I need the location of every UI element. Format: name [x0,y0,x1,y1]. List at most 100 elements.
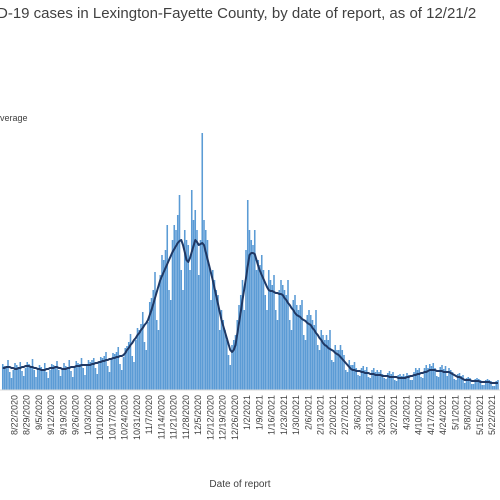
bar [383,378,386,390]
bar [203,220,205,390]
bar [274,310,277,390]
bar [271,285,274,390]
bar [231,345,233,390]
bar [364,370,366,390]
bar [157,330,160,390]
bar [336,350,338,390]
bar [386,373,389,390]
bar [241,280,244,390]
bar [96,374,99,390]
bar [462,375,464,390]
x-tick-label: 4/24/2021 [438,395,448,435]
bar [119,364,121,390]
bar [329,330,331,390]
bar [360,368,363,390]
bar [355,368,358,390]
bar [112,353,114,390]
x-tick-label: 10/17/2020 [107,395,117,440]
bar [234,335,237,390]
bar [479,380,482,390]
bar [456,374,459,390]
bar [183,230,186,390]
bar [358,376,361,390]
bar [309,315,312,390]
bar [320,330,323,390]
bar [134,340,137,390]
bar [159,275,162,390]
bar [189,270,191,390]
bar [47,378,50,390]
bar [71,377,74,390]
bar [451,372,454,390]
bar [341,350,344,390]
bar [315,310,317,390]
bar [173,225,176,390]
x-tick-label: 8/22/2020 [9,395,19,435]
bar [437,377,440,390]
bar [80,358,83,390]
bar [229,365,232,390]
bar [40,367,43,390]
bar [432,363,435,390]
bar [374,372,377,390]
bar [253,230,256,390]
bar [36,369,39,390]
bar [285,295,288,390]
x-tick-label: 3/20/2021 [377,395,387,435]
bar [45,372,48,390]
bar [246,200,249,390]
bar [292,300,295,390]
bar [101,358,104,390]
bar [484,380,487,390]
bar [287,280,289,390]
bar [117,347,120,390]
x-tick-label: 8/29/2020 [22,395,32,435]
bar [210,300,212,390]
x-axis-title: Date of report [209,479,270,490]
x-tick-label: 1/23/2021 [279,395,289,435]
bar [295,305,298,390]
bar [161,255,163,390]
x-tick-label: 1/16/2021 [267,395,277,435]
bar [147,322,149,390]
bar [455,380,457,390]
bar [84,375,86,390]
x-tick-label: 3/6/2021 [352,395,362,430]
bar [449,370,452,390]
bar [143,342,146,390]
bar [220,310,223,390]
bar [416,370,419,390]
bar [322,335,324,390]
bar [150,298,153,390]
bar [12,370,15,390]
bar [152,290,155,390]
bar [208,265,211,390]
bar [259,265,261,390]
bar [250,240,253,390]
bar [162,260,165,390]
bar [444,366,447,390]
bar [404,376,407,390]
bar [318,350,321,390]
bar [483,385,485,390]
bar [26,362,29,390]
bar [392,372,394,390]
bar [421,378,424,390]
bar [495,381,498,390]
bar [113,354,116,390]
x-tick-label: 1/30/2021 [291,395,301,435]
bar [406,373,408,390]
x-tick-label: 11/28/2020 [181,395,191,439]
bar [334,345,337,390]
bar [197,275,200,390]
bar [490,381,492,390]
bar [453,379,456,390]
bar [29,366,32,390]
bar [248,230,251,390]
bar [430,366,433,390]
moving-average-line [2,239,498,384]
x-tick-label: 2/13/2021 [316,395,326,435]
bar [243,310,246,390]
bar [94,368,97,390]
